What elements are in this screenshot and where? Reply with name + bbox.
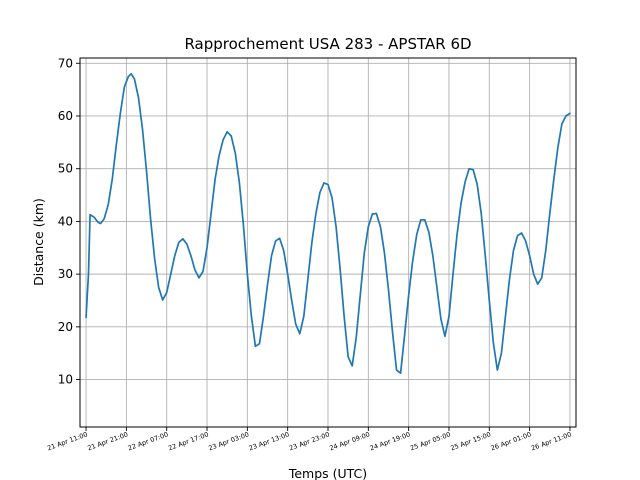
y-tick-labels: 10 20 30 40 50 60 70 [58, 56, 73, 386]
chart-title: Rapprochement USA 283 - APSTAR 6D [184, 35, 471, 53]
y-tick-label: 60 [58, 109, 73, 123]
y-tick-label: 40 [58, 214, 73, 228]
series-group [85, 72, 571, 375]
y-tick-label: 50 [58, 162, 73, 176]
ticks [76, 62, 571, 431]
y-tick-label: 30 [58, 267, 73, 281]
y-axis-label: Distance (km) [31, 198, 46, 286]
series-line [85, 72, 571, 375]
y-tick-label: 70 [58, 56, 73, 70]
x-axis-label: Temps (UTC) [288, 466, 367, 480]
y-tick-label: 20 [58, 320, 73, 334]
grid [80, 58, 576, 427]
y-tick-label: 10 [58, 373, 73, 387]
